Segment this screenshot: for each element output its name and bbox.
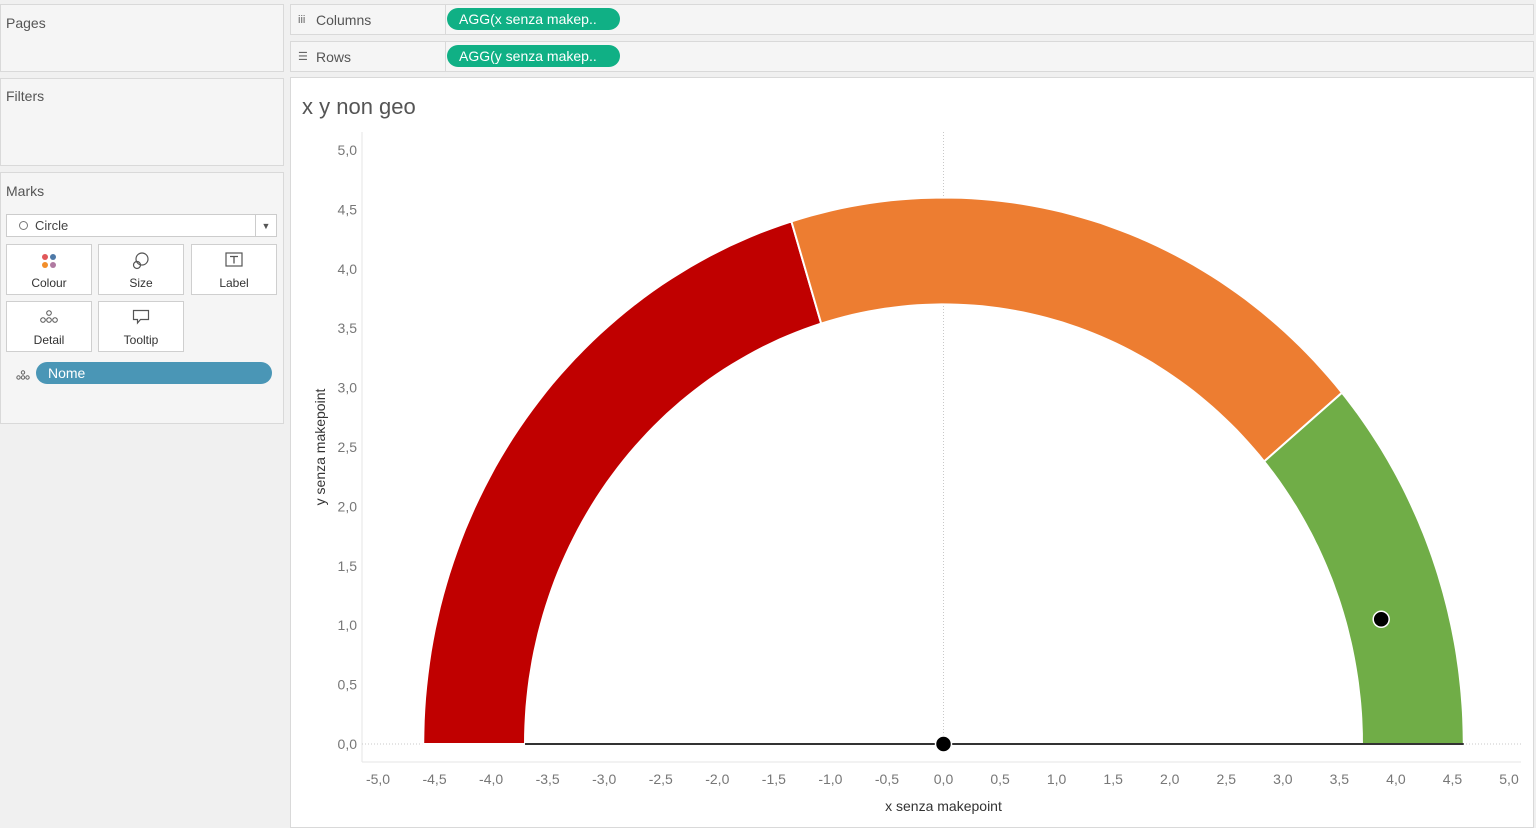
circle-icon [19, 221, 28, 230]
y-tick-label: 3,5 [338, 320, 358, 336]
x-tick-label: -1,5 [762, 771, 786, 787]
view-area[interactable]: x y non geo -5,0 -4,5 -4,0 -3,5 -3,0 -2,5 -2,0… [290, 77, 1534, 828]
x-tick-label: -2,0 [705, 771, 729, 787]
rows-shelf[interactable]: ☰ Rows AGG(y senza makep.. [290, 41, 1534, 72]
size-button[interactable]: Size [98, 244, 184, 295]
label-button[interactable]: Label [191, 244, 277, 295]
rows-icon: ☰ [298, 51, 308, 63]
filters-panel[interactable]: Filters [0, 78, 284, 166]
y-tick-label: 5,0 [338, 142, 358, 158]
pages-title: Pages [6, 15, 46, 31]
x-tick-label: 0,5 [990, 771, 1010, 787]
tooltip-button[interactable]: Tooltip [98, 301, 184, 352]
x-tick-label: -0,5 [875, 771, 899, 787]
x-tick-label: -5,0 [366, 771, 390, 787]
pages-panel[interactable]: Pages [0, 4, 284, 72]
y-tick-label: 2,0 [338, 498, 358, 514]
columns-icon: iii [298, 13, 306, 26]
x-tick-label: 5,0 [1499, 771, 1519, 787]
y-tick-label: 4,0 [338, 261, 358, 277]
text-label-icon [192, 252, 276, 268]
y-tick-label: 0,0 [338, 736, 358, 752]
x-axis-title: x senza makepoint [885, 798, 1002, 814]
x-tick-label: 3,5 [1330, 771, 1350, 787]
x-tick-label: -2,5 [649, 771, 673, 787]
columns-pill[interactable]: AGG(x senza makep.. [447, 8, 620, 30]
marks-panel: Marks [0, 172, 284, 424]
colour-button[interactable]: Colour [6, 244, 92, 295]
tooltip-label: Tooltip [123, 333, 159, 347]
x-tick-label: -4,5 [422, 771, 446, 787]
columns-shelf[interactable]: iii Columns AGG(x senza makep.. [290, 4, 1534, 35]
gauge-segment-3 [1262, 391, 1465, 745]
detail-button[interactable]: Detail [6, 301, 92, 352]
size-label: Size [129, 276, 153, 290]
x-tick-label: 4,0 [1386, 771, 1406, 787]
y-tick-label: 3,0 [338, 380, 358, 396]
y-tick-label: 1,0 [338, 617, 358, 633]
columns-label: Columns [316, 11, 372, 28]
nome-detail-pill[interactable]: Nome [36, 362, 272, 384]
x-tick-label: 1,0 [1047, 771, 1067, 787]
mark-type-label: Circle [35, 218, 69, 233]
marks-title: Marks [6, 183, 45, 199]
x-tick-label: 2,0 [1160, 771, 1180, 787]
tooltip-icon [99, 309, 183, 325]
x-tick-label: 1,5 [1103, 771, 1123, 787]
x-tick-label: 2,5 [1217, 771, 1237, 787]
data-point-2 [1372, 610, 1390, 629]
gauge-chart[interactable]: -5,0 -4,5 -4,0 -3,5 -3,0 -2,5 -2,0 -1,5 -1,0 -0,5… [291, 78, 1533, 827]
x-tick-label: -4,0 [479, 771, 503, 787]
gauge-segment-1 [422, 220, 823, 745]
rows-label: Rows [316, 48, 352, 65]
detail-icon-small [16, 367, 30, 385]
label-label: Label [219, 276, 249, 290]
x-tick-label: 0,0 [934, 771, 954, 787]
x-tick-label: 4,5 [1443, 771, 1463, 787]
data-point-1 [934, 735, 953, 753]
filters-title: Filters [6, 88, 45, 104]
chart-title: x y non geo [302, 94, 416, 119]
detail-icon [7, 309, 91, 325]
x-tick-label: 3,0 [1273, 771, 1293, 787]
y-axis-title: y senza makepoint [312, 389, 328, 506]
mark-type-dropdown[interactable]: Circle ▼ [6, 214, 277, 237]
y-tick-label: 0,5 [338, 677, 358, 693]
x-tick-label: -3,5 [536, 771, 560, 787]
y-tick-label: 2,5 [338, 439, 358, 455]
size-icon [99, 252, 183, 270]
x-tick-label: -1,0 [818, 771, 842, 787]
y-tick-label: 1,5 [338, 558, 358, 574]
x-tick-label: -3,0 [592, 771, 616, 787]
rows-pill[interactable]: AGG(y senza makep.. [447, 45, 620, 67]
chevron-down-icon[interactable]: ▼ [255, 215, 276, 236]
gauge-segment-2 [790, 196, 1344, 463]
colour-icon [7, 252, 91, 270]
colour-label: Colour [31, 276, 67, 290]
detail-label: Detail [33, 333, 65, 347]
y-tick-label: 4,5 [338, 201, 358, 217]
